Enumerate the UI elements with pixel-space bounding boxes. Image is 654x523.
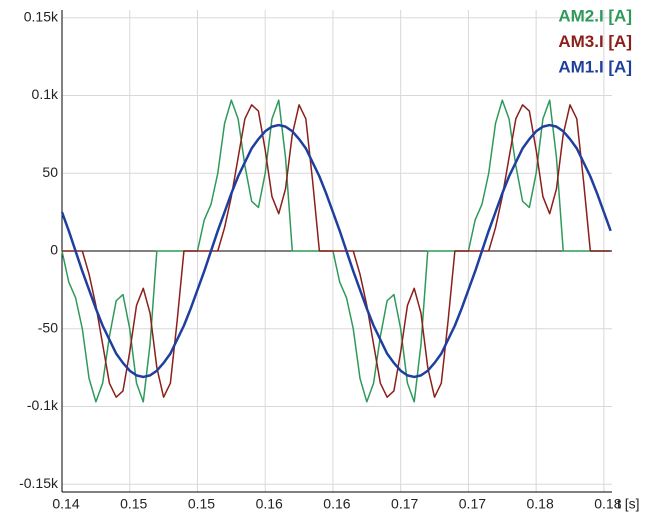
series-line [61, 99, 611, 403]
y-tick-label: 0.15k [24, 8, 59, 24]
x-tick-label: 0.18 [527, 496, 554, 512]
x-tick-label: 0.15 [188, 496, 215, 512]
x-tick-label: 0.14 [52, 496, 79, 512]
y-tick-label: 0.1k [32, 86, 59, 102]
x-tick-label: 0.16 [323, 496, 350, 512]
legend-entry: AM1.I [A] [558, 57, 632, 76]
y-tick-label: 0 [50, 242, 58, 258]
y-tick-label: -0.15k [19, 475, 59, 491]
x-tick-label: 0.16 [256, 496, 283, 512]
y-tick-label: 50 [42, 164, 58, 180]
series-line [60, 123, 612, 379]
legend-entry: AM3.I [A] [558, 32, 632, 51]
y-tick-label: -0.1k [27, 397, 59, 413]
y-tick-label: -50 [38, 319, 58, 335]
x-axis-label: t [s] [617, 496, 640, 512]
x-tick-label: 0.15 [120, 496, 147, 512]
legend-entry: AM2.I [A] [558, 6, 632, 25]
x-tick-label: 0.17 [459, 496, 486, 512]
x-tick-label: 0.17 [391, 496, 418, 512]
series-line [62, 104, 611, 398]
x-tick-label: 0.18 [594, 496, 621, 512]
